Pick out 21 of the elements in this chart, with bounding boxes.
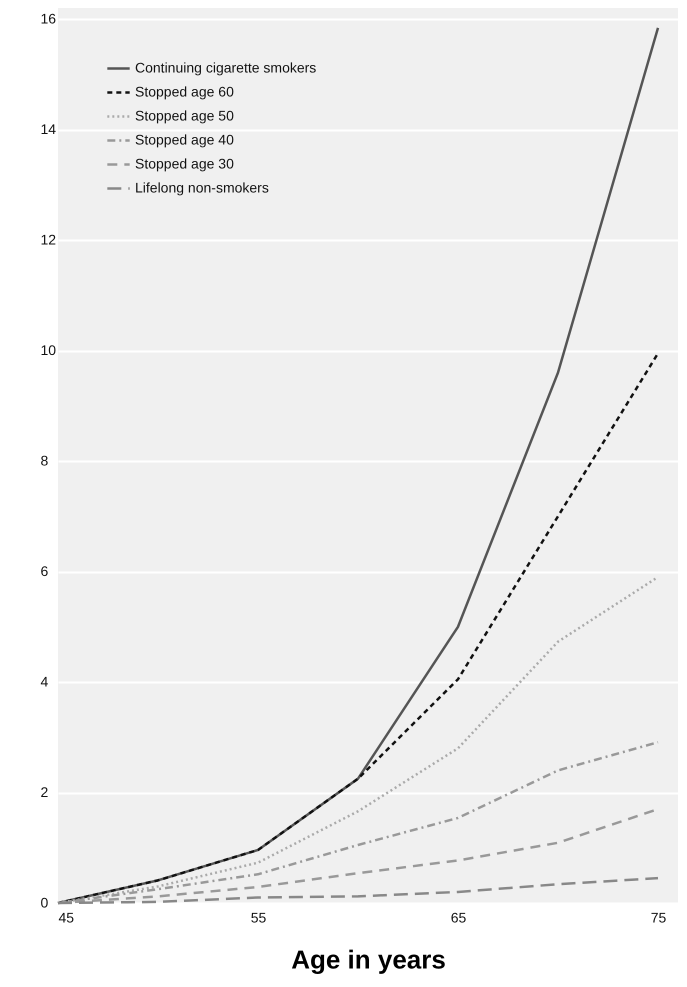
line-series [56,876,660,904]
y-tick-label: 2 [40,784,48,800]
y-tick-label: 16 [40,10,56,27]
y-tick-label: 4 [40,674,48,690]
legend-label: Stopped age 30 [135,156,234,172]
legend-label: Stopped age 60 [135,84,234,100]
x-tick-label: 75 [650,910,666,926]
x-tick-label: 55 [250,910,266,926]
legend-label: Continuing cigarette smokers [135,60,316,76]
x-tick-label: 65 [450,910,466,926]
legend-label: Lifelong non-smokers [135,180,269,196]
legend-label: Stopped age 40 [135,132,234,148]
legend-label: Stopped age 50 [135,108,234,124]
x-tick-label: 45 [58,910,74,926]
y-tick-label: 12 [40,232,56,248]
y-tick-label: 10 [40,342,56,358]
y-tick-label: 14 [40,121,56,138]
y-tick-label: 6 [40,563,48,580]
x-axis-title: Age in years [291,944,446,974]
y-tick-label: 0 [40,894,48,910]
y-tick-label: 8 [40,452,48,469]
